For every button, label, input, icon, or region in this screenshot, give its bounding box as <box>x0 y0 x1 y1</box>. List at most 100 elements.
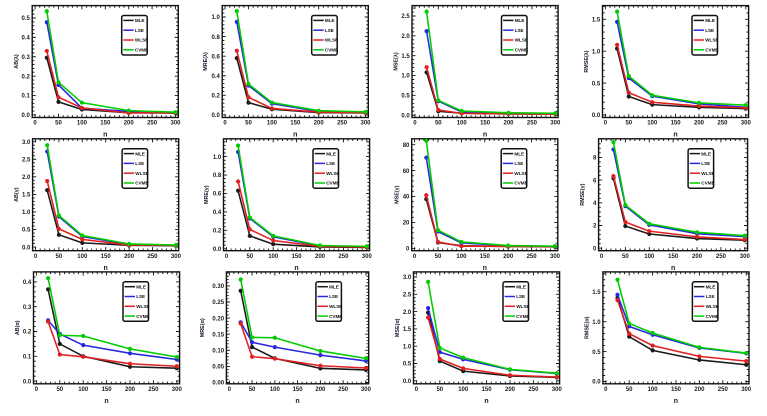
svg-text:50: 50 <box>56 387 63 393</box>
svg-text:CVME: CVME <box>329 314 342 319</box>
svg-text:0: 0 <box>406 247 410 253</box>
svg-text:250: 250 <box>718 387 729 393</box>
svg-text:AB(λ): AB(λ) <box>14 54 20 69</box>
svg-text:0: 0 <box>593 246 597 252</box>
svg-text:n: n <box>293 132 297 139</box>
svg-text:150: 150 <box>668 254 679 260</box>
svg-text:200: 200 <box>314 121 325 127</box>
svg-text:50: 50 <box>622 254 629 260</box>
svg-text:AB(α): AB(α) <box>15 320 21 335</box>
svg-text:n: n <box>673 132 677 139</box>
svg-text:CVME: CVME <box>514 181 527 186</box>
svg-text:150: 150 <box>293 387 304 393</box>
svg-text:2.5: 2.5 <box>401 14 410 20</box>
svg-text:200: 200 <box>503 254 514 260</box>
svg-text:WLSE: WLSE <box>701 171 714 176</box>
svg-text:MLE: MLE <box>325 18 335 23</box>
svg-text:CVME: CVME <box>515 48 528 53</box>
svg-text:100: 100 <box>78 387 89 393</box>
svg-text:0.2: 0.2 <box>23 330 32 336</box>
svg-text:50: 50 <box>246 254 253 260</box>
svg-text:1.0: 1.0 <box>213 155 222 161</box>
svg-text:100: 100 <box>457 121 468 127</box>
svg-text:CVME: CVME <box>325 48 338 53</box>
svg-text:100: 100 <box>456 254 467 260</box>
svg-text:MLE: MLE <box>516 284 526 289</box>
svg-text:LSE: LSE <box>706 294 715 299</box>
svg-text:CVME: CVME <box>135 48 148 53</box>
svg-text:MRE(λ): MRE(λ) <box>203 52 209 71</box>
svg-text:250: 250 <box>528 387 539 393</box>
svg-text:100: 100 <box>267 121 278 127</box>
svg-text:0.1: 0.1 <box>23 355 32 361</box>
svg-text:2.0: 2.0 <box>403 310 412 316</box>
svg-text:0.8: 0.8 <box>212 35 221 41</box>
svg-text:LSE: LSE <box>136 294 145 299</box>
svg-text:300: 300 <box>361 387 372 393</box>
svg-text:CVME: CVME <box>516 314 529 319</box>
svg-text:MLE: MLE <box>326 151 336 156</box>
svg-text:MLE: MLE <box>706 284 716 289</box>
svg-text:0.2: 0.2 <box>22 74 31 80</box>
svg-text:300: 300 <box>740 254 751 260</box>
svg-text:1.0: 1.0 <box>592 49 601 55</box>
svg-text:300: 300 <box>360 121 371 127</box>
svg-text:CVME: CVME <box>326 181 339 186</box>
svg-text:MRE(α): MRE(α) <box>200 318 206 337</box>
svg-text:250: 250 <box>147 254 158 260</box>
svg-text:200: 200 <box>692 254 703 260</box>
svg-text:150: 150 <box>671 121 682 127</box>
svg-text:0.5: 0.5 <box>401 94 410 100</box>
svg-text:200: 200 <box>125 387 136 393</box>
svg-text:150: 150 <box>101 254 112 260</box>
svg-text:LSE: LSE <box>705 28 714 33</box>
svg-text:MLE: MLE <box>135 18 145 23</box>
svg-text:0.0: 0.0 <box>212 113 221 119</box>
svg-text:1.0: 1.0 <box>592 320 601 326</box>
svg-text:CVME: CVME <box>706 314 719 319</box>
svg-text:60: 60 <box>403 169 410 175</box>
svg-text:1.0: 1.0 <box>22 210 31 216</box>
svg-text:WLSE: WLSE <box>325 38 338 43</box>
svg-text:0.20: 0.20 <box>212 316 224 322</box>
svg-text:0: 0 <box>604 121 608 127</box>
svg-text:CVME: CVME <box>135 181 148 186</box>
svg-text:50: 50 <box>626 387 633 393</box>
svg-text:0.3: 0.3 <box>22 55 31 61</box>
svg-text:LSE: LSE <box>516 294 525 299</box>
svg-text:RMSE(λ): RMSE(λ) <box>584 50 590 72</box>
svg-text:250: 250 <box>337 121 348 127</box>
svg-text:250: 250 <box>716 254 727 260</box>
svg-text:0.3: 0.3 <box>23 305 32 311</box>
svg-text:0: 0 <box>413 254 417 260</box>
svg-text:250: 250 <box>527 121 538 127</box>
svg-text:MLE: MLE <box>701 151 711 156</box>
svg-text:n: n <box>104 398 108 405</box>
svg-text:1.5: 1.5 <box>401 54 410 60</box>
svg-text:50: 50 <box>55 121 62 127</box>
svg-text:WLSE: WLSE <box>706 304 719 309</box>
svg-text:50: 50 <box>435 121 442 127</box>
svg-text:0.0: 0.0 <box>592 113 601 119</box>
svg-text:100: 100 <box>458 387 469 393</box>
svg-text:200: 200 <box>694 121 705 127</box>
svg-text:n: n <box>483 265 487 272</box>
svg-text:MLE: MLE <box>136 284 146 289</box>
svg-text:300: 300 <box>550 254 561 260</box>
svg-text:0: 0 <box>413 121 417 127</box>
svg-text:0.4: 0.4 <box>212 74 221 80</box>
svg-text:0.6: 0.6 <box>212 54 221 60</box>
svg-text:300: 300 <box>362 254 373 260</box>
svg-text:300: 300 <box>741 387 752 393</box>
svg-text:8: 8 <box>593 156 597 162</box>
svg-text:2.0: 2.0 <box>401 34 410 40</box>
svg-text:0.30: 0.30 <box>212 284 224 290</box>
svg-text:1.5: 1.5 <box>22 193 31 199</box>
svg-text:2: 2 <box>593 224 597 230</box>
svg-text:0.5: 0.5 <box>22 228 31 234</box>
svg-text:200: 200 <box>503 121 514 127</box>
svg-text:300: 300 <box>552 387 563 393</box>
svg-text:CVME: CVME <box>701 181 714 186</box>
svg-text:100: 100 <box>648 387 659 393</box>
svg-text:0: 0 <box>604 387 608 393</box>
